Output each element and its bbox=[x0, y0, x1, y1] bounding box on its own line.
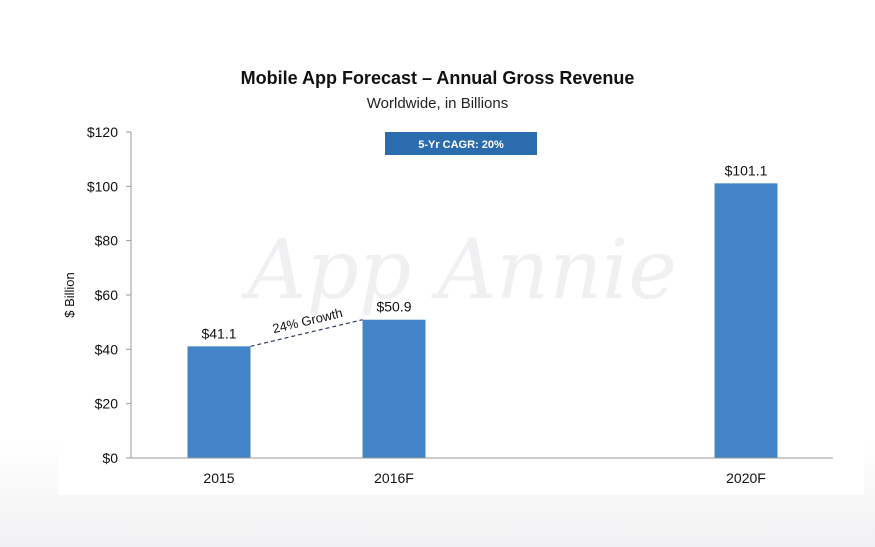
bar-2015 bbox=[187, 346, 251, 458]
y-tick-label: $0 bbox=[102, 450, 118, 466]
watermark: App Annie bbox=[240, 223, 677, 318]
y-tick-label: $100 bbox=[87, 178, 118, 194]
x-tick-label: 2020F bbox=[726, 470, 766, 486]
cagr-label: 5-Yr CAGR: 20% bbox=[418, 139, 504, 151]
y-axis-ticks: $0 $20 $40 $60 $80 $100 $120 bbox=[87, 124, 131, 466]
chart-subtitle: Worldwide, in Billions bbox=[366, 95, 509, 112]
cagr-badge bbox=[385, 132, 537, 155]
chart-title: Mobile App Forecast – Annual Gross Reven… bbox=[240, 68, 635, 88]
bar-2020f bbox=[714, 183, 778, 458]
y-tick-label: $80 bbox=[95, 233, 119, 249]
y-tick-label: $20 bbox=[95, 396, 119, 412]
y-axis-label: $ Billion bbox=[62, 272, 77, 318]
bars: $41.1 2015 $50.9 2016F $101.1 2020F bbox=[187, 162, 778, 486]
y-tick-label: $120 bbox=[87, 124, 118, 140]
growth-arrow-line bbox=[250, 319, 363, 347]
x-tick-label: 2015 bbox=[203, 470, 234, 486]
y-tick-label: $40 bbox=[95, 341, 119, 357]
data-label: $50.9 bbox=[376, 299, 411, 315]
data-label: $41.1 bbox=[201, 325, 236, 341]
y-tick-label: $60 bbox=[95, 287, 119, 303]
bar-2016f bbox=[362, 319, 426, 458]
data-label: $101.1 bbox=[725, 162, 768, 178]
x-tick-label: 2016F bbox=[374, 470, 414, 486]
